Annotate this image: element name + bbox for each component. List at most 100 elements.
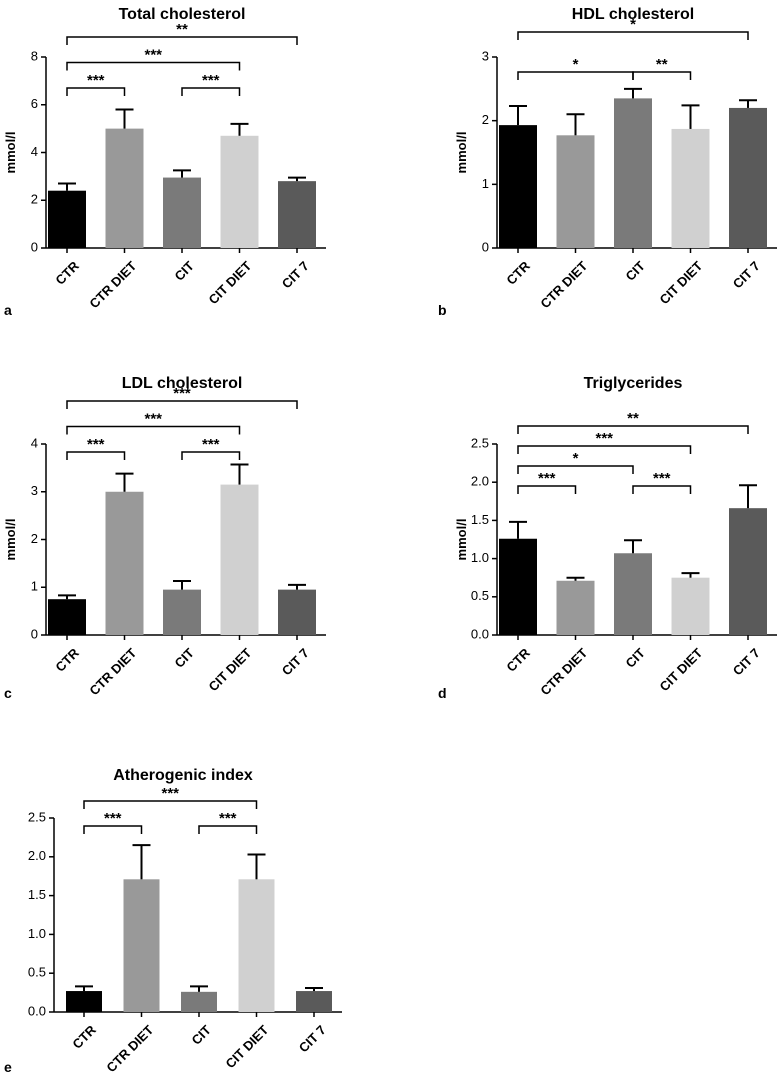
significance-label: ***: [104, 810, 122, 827]
significance-bracket: [181, 87, 241, 96]
significance-label: ***: [161, 785, 179, 802]
significance-bracket: [517, 71, 634, 80]
significance-bracket: [517, 31, 749, 40]
significance-bracket: [632, 485, 692, 494]
bar-ctr: [48, 190, 86, 248]
y-tick-label: 2: [31, 531, 38, 546]
y-axis-label: mmol/l: [3, 132, 18, 174]
significance-label: *: [573, 450, 579, 467]
category-label: CTR: [69, 1022, 99, 1052]
category-label: CTR DIET: [86, 258, 139, 311]
bar-cit-7: [729, 107, 767, 248]
category-label: CTR: [503, 258, 533, 288]
category-label: CIT: [622, 258, 647, 283]
significance-bracket: [517, 445, 692, 454]
y-tick-label: 8: [31, 48, 38, 63]
bar-cit-diet: [220, 484, 259, 635]
significance-label: *: [573, 56, 579, 73]
chart-title: Atherogenic index: [113, 767, 253, 784]
y-tick-label: 3: [482, 48, 489, 63]
chart-title: Total cholesterol: [119, 6, 246, 23]
panel-letter: b: [438, 302, 447, 318]
significance-label: **: [627, 410, 639, 427]
bar-ctr-diet: [105, 128, 144, 248]
y-tick-label: 2.5: [28, 809, 46, 824]
bar-cit-7: [296, 991, 332, 1012]
chart-title: HDL cholesterol: [572, 6, 694, 23]
category-label: CIT 7: [279, 645, 312, 678]
significance-bracket: [66, 425, 241, 435]
bar-ctr: [499, 538, 537, 635]
significance-label: **: [656, 56, 668, 73]
y-axis-label: mmol/l: [454, 132, 469, 174]
significance-bracket: [66, 61, 241, 71]
y-tick-label: 0.5: [471, 588, 489, 603]
significance-label: ***: [87, 436, 105, 453]
significance-label: ***: [219, 810, 237, 827]
category-label: CIT DIET: [205, 645, 254, 694]
category-label: CTR: [52, 258, 82, 288]
y-tick-label: 4: [31, 144, 38, 159]
category-label: CTR DIET: [537, 645, 590, 698]
category-label: CIT DIET: [656, 645, 705, 694]
y-tick-label: 0.0: [471, 626, 489, 641]
y-tick-label: 1.5: [471, 512, 489, 527]
bar-ctr-diet: [105, 491, 144, 635]
bar-cit: [614, 98, 652, 248]
significance-bracket: [181, 451, 241, 460]
significance-bracket: [66, 451, 126, 460]
category-label: CTR DIET: [86, 645, 139, 698]
significance-bracket: [517, 485, 577, 494]
bar-cit-diet: [238, 879, 275, 1012]
y-tick-label: 0: [31, 626, 38, 641]
category-label: CIT: [171, 258, 196, 283]
y-tick-label: 3: [31, 483, 38, 498]
significance-label: ***: [144, 47, 162, 64]
significance-label: ***: [87, 72, 105, 89]
category-label: CIT DIET: [222, 1022, 271, 1071]
significance-bracket: [66, 87, 126, 96]
y-tick-label: 2.5: [471, 435, 489, 450]
y-tick-label: 6: [31, 96, 38, 111]
category-label: CIT DIET: [656, 258, 705, 307]
significance-bracket: [198, 825, 258, 834]
y-tick-label: 2: [31, 192, 38, 207]
significance-bracket: [83, 825, 143, 834]
y-tick-label: 2.0: [471, 474, 489, 489]
bar-ctr-diet: [556, 580, 595, 635]
bar-ctr-diet: [123, 879, 160, 1012]
category-label: CIT 7: [730, 645, 763, 678]
chart-panel-b: HDL cholesterol mmol/l 0 1 2 3 CTR CTR DIET CIT C…: [438, 6, 777, 318]
significance-bracket: [83, 800, 258, 809]
significance-label: *: [630, 16, 636, 33]
chart-panel-a: Total cholesterol mmol/l 0 2 4 6 8 CTR CTR DIET C…: [3, 6, 326, 318]
bar-cit-7: [278, 181, 316, 248]
chart-panel-c: LDL cholesterol mmol/l 0 1 2 3 4 CTR CTR DIET CIT…: [3, 375, 326, 701]
category-label: CIT: [188, 1022, 213, 1047]
significance-label: ***: [144, 411, 162, 428]
y-tick-label: 1.0: [471, 550, 489, 565]
bar-ctr-diet: [556, 135, 595, 248]
bar-cit-7: [729, 508, 767, 635]
y-tick-label: 2.0: [28, 848, 46, 863]
y-axis-label: mmol/l: [3, 519, 18, 561]
y-tick-label: 2: [482, 112, 489, 127]
category-label: CIT: [622, 645, 647, 670]
category-label: CIT 7: [279, 258, 312, 291]
y-tick-label: 0.5: [28, 965, 46, 980]
bar-cit: [163, 589, 201, 635]
bar-cit-diet: [671, 577, 710, 635]
bar-ctr: [48, 599, 86, 635]
y-tick-label: 0: [482, 239, 489, 254]
category-label: CIT DIET: [205, 258, 254, 307]
significance-label: ***: [595, 430, 613, 447]
bar-cit: [614, 553, 652, 635]
significance-bracket: [66, 400, 298, 409]
significance-label: **: [176, 21, 188, 38]
bar-cit-diet: [671, 128, 710, 248]
chart-panel-e: Atherogenic index 0.0 0.5 1.0 1.5 2.0 2.5 CTR CT…: [4, 767, 342, 1074]
significance-label: ***: [202, 72, 220, 89]
significance-label: ***: [173, 385, 191, 402]
significance-label: ***: [538, 470, 556, 487]
